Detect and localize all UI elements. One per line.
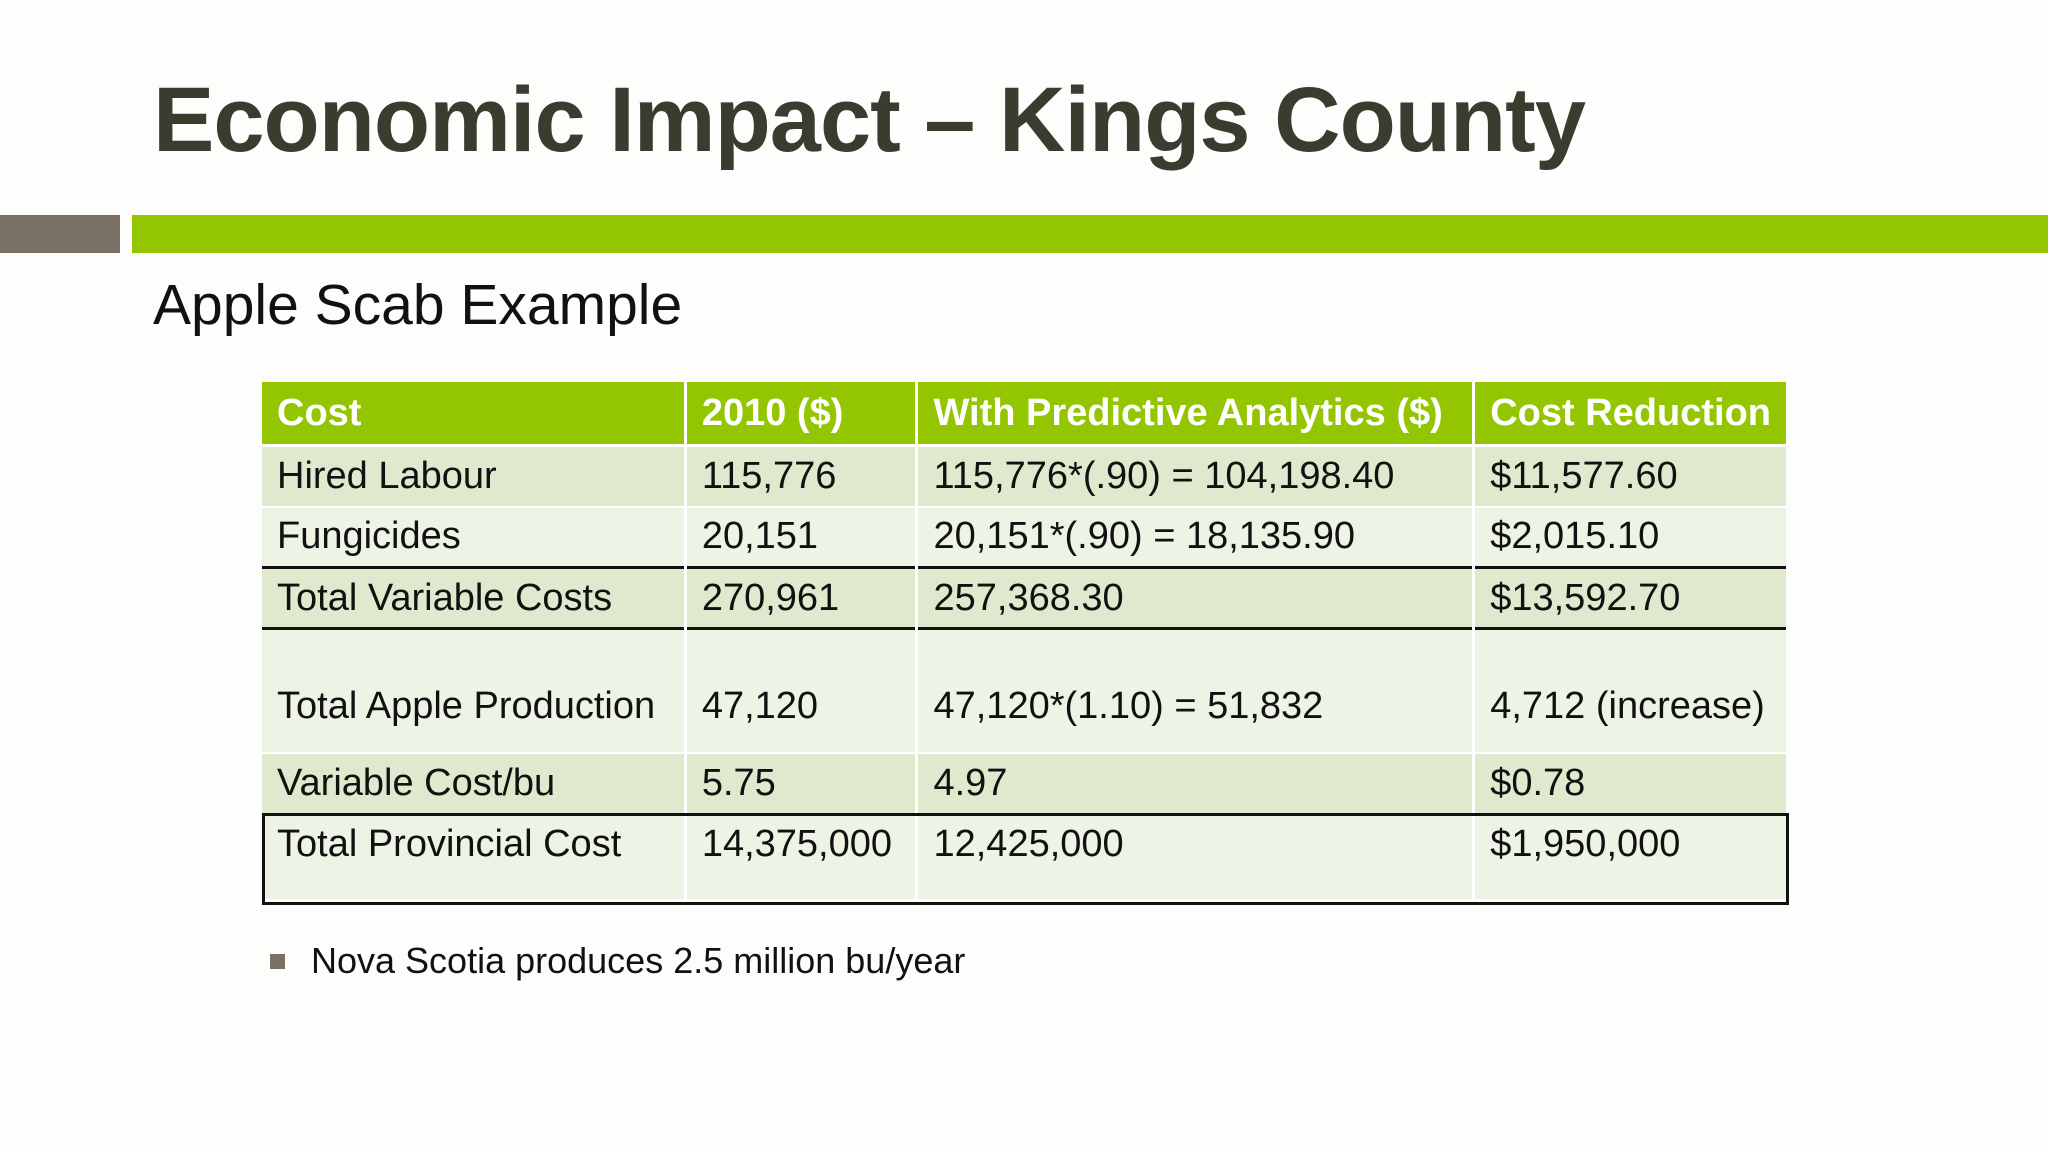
- cost-table: Cost 2010 ($) With Predictive Analytics …: [262, 382, 1786, 901]
- table-cell: 115,776: [683, 445, 917, 507]
- table-cell: $11,577.60: [1472, 445, 1786, 507]
- column-header-predictive: With Predictive Analytics ($): [915, 382, 1474, 446]
- table-cell: 20,151: [683, 506, 917, 568]
- table-cell: $13,592.70: [1472, 567, 1786, 629]
- column-header-cost: Cost: [262, 382, 686, 446]
- accent-bar-green: [132, 215, 2048, 253]
- slide-subtitle: Apple Scab Example: [153, 273, 683, 337]
- table-cell: $0.78: [1472, 752, 1786, 814]
- table-cell: Total Apple Production: [262, 628, 686, 753]
- bullet-square-icon: [270, 953, 285, 969]
- table-cell: 270,961: [683, 567, 917, 629]
- table-cell: $1,950,000: [1472, 813, 1786, 900]
- table-cell: 115,776*(.90) = 104,198.40: [915, 445, 1474, 507]
- table-cell: 14,375,000: [683, 813, 917, 900]
- table-cell: 20,151*(.90) = 18,135.90: [915, 506, 1474, 568]
- table-cell: 47,120: [683, 628, 917, 753]
- table-cell: Variable Cost/bu: [262, 752, 686, 814]
- table-cell: Fungicides: [262, 506, 686, 568]
- table-row: Total Apple Production 47,120 47,120*(1.…: [262, 628, 1786, 753]
- column-header-reduction: Cost Reduction: [1472, 382, 1786, 446]
- table-cell: 257,368.30: [915, 567, 1474, 629]
- table-header-row: Cost 2010 ($) With Predictive Analytics …: [262, 382, 1786, 446]
- bullet-text: Nova Scotia produces 2.5 million bu/year: [311, 940, 966, 981]
- slide-title: Economic Impact – Kings County: [153, 69, 1586, 171]
- table-cell: 47,120*(1.10) = 51,832: [915, 628, 1474, 753]
- table-cell: 4.97: [915, 752, 1474, 814]
- table-cell: $2,015.10: [1472, 506, 1786, 568]
- table-cell: Total Provincial Cost: [262, 813, 686, 900]
- table-row: Total Provincial Cost 14,375,000 12,425,…: [262, 813, 1786, 900]
- table-row: Fungicides 20,151 20,151*(.90) = 18,135.…: [262, 506, 1786, 568]
- table-cell: 5.75: [683, 752, 917, 814]
- table-cell: 4,712 (increase): [1472, 628, 1786, 753]
- table-cell: Hired Labour: [262, 445, 686, 507]
- accent-bar-gray: [0, 215, 120, 253]
- table-row: Total Variable Costs 270,961 257,368.30 …: [262, 567, 1786, 629]
- table-row: Hired Labour 115,776 115,776*(.90) = 104…: [262, 445, 1786, 507]
- table-cell: Total Variable Costs: [262, 567, 686, 629]
- table-row: Variable Cost/bu 5.75 4.97 $0.78: [262, 752, 1786, 814]
- bullet-item: Nova Scotia produces 2.5 million bu/year: [270, 940, 965, 982]
- column-header-2010: 2010 ($): [683, 382, 917, 446]
- table-cell: 12,425,000: [915, 813, 1474, 900]
